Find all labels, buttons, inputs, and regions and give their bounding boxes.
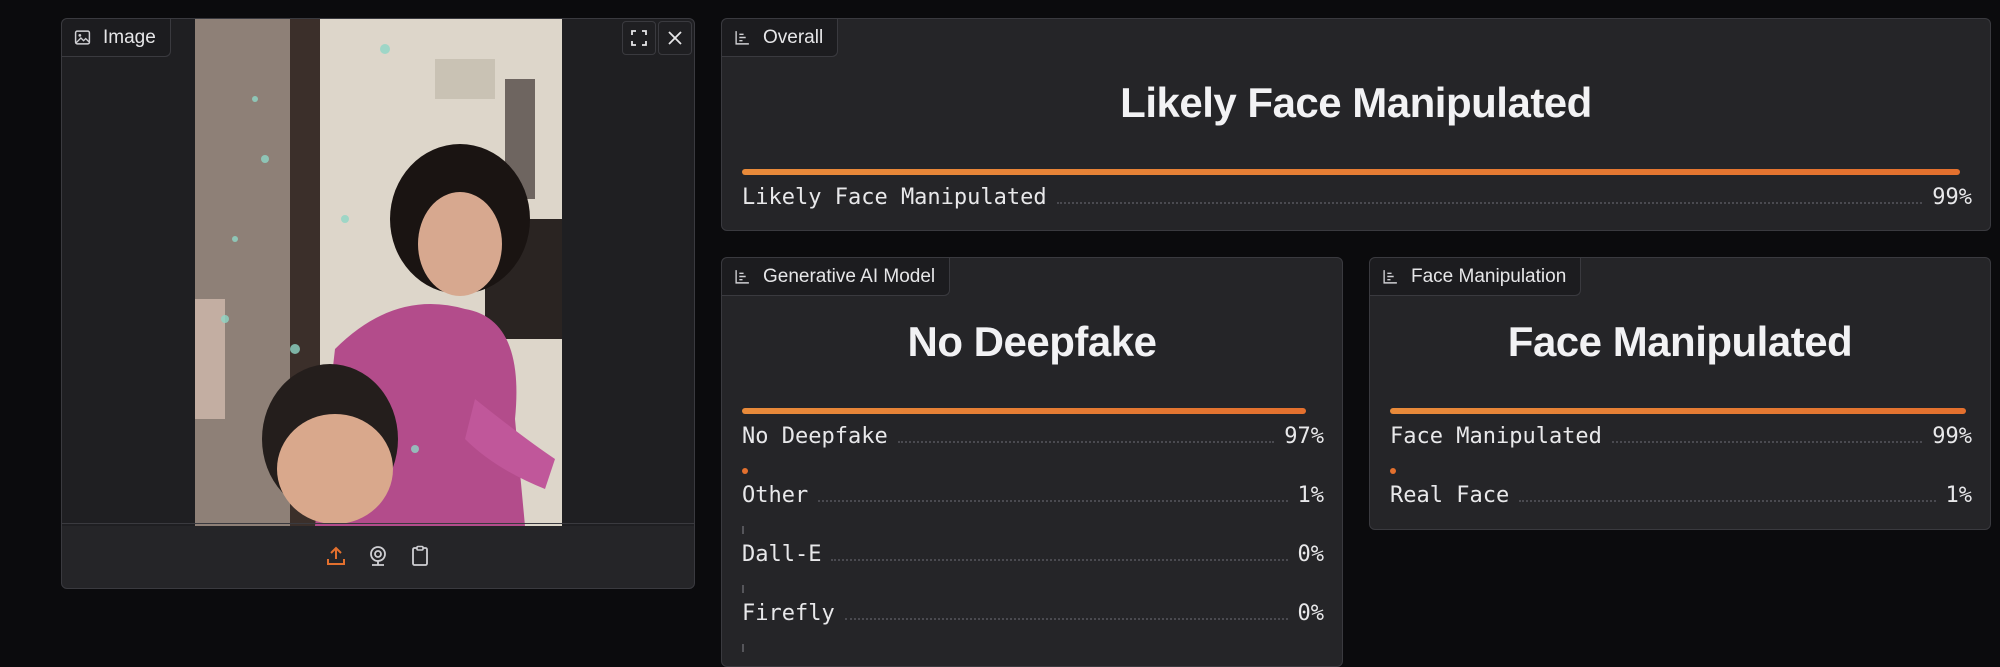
row-label: No Deepfake [742, 424, 888, 449]
close-button[interactable] [658, 21, 692, 55]
leader-dots [831, 559, 1288, 561]
image-preview-area [62, 19, 694, 526]
clipboard-icon [412, 545, 428, 566]
row-label: Dall-E [742, 542, 822, 567]
result-row: Face Manipulated 99% [1390, 424, 1972, 449]
fullscreen-button[interactable] [622, 21, 656, 55]
row-value: 0% [1297, 542, 1325, 567]
row-value: 99% [1932, 424, 1972, 449]
face-manipulated-bar [1390, 408, 1966, 414]
chart-icon [735, 31, 749, 45]
generative-ai-panel: Generative AI Model No Deepfake No Deepf… [721, 257, 1343, 667]
row-label: Firefly [742, 601, 835, 626]
webcam-icon [370, 546, 386, 566]
row-value: 99% [1932, 185, 1972, 210]
image-panel: Image [61, 18, 695, 589]
result-row: Real Face 1% [1390, 483, 1972, 508]
row-value: 1% [1945, 483, 1973, 508]
real-face-bar [1390, 468, 1396, 474]
face-manipulation-panel: Face Manipulation Face Manipulated Face … [1369, 257, 1991, 530]
result-row: Firefly 0% [742, 601, 1324, 626]
upload-button[interactable] [322, 542, 350, 570]
leader-dots [1519, 500, 1936, 502]
image-tab: Image [62, 19, 171, 57]
upload-icon [327, 546, 345, 565]
row-label: Real Face [1390, 483, 1510, 508]
leader-dots [844, 618, 1288, 620]
row-value: 97% [1284, 424, 1324, 449]
close-icon [668, 31, 682, 45]
fullscreen-icon [631, 30, 647, 46]
photo-illustration [195, 19, 562, 526]
overall-tab-label: Overall [763, 26, 824, 48]
overall-panel: Overall Likely Face Manipulated Likely F… [721, 18, 1991, 231]
result-row: No Deepfake 97% [742, 424, 1324, 449]
overall-bar [742, 169, 1960, 175]
image-tab-label: Image [103, 26, 156, 48]
chart-icon [735, 270, 749, 284]
leader-dots [897, 441, 1275, 443]
firefly-bar [742, 585, 744, 593]
face-headline: Face Manipulated [1507, 318, 1853, 365]
overall-headline: Likely Face Manipulated [1120, 79, 1592, 126]
image-source-toolbar [62, 523, 694, 588]
webcam-button[interactable] [364, 542, 392, 570]
leader-dots [818, 500, 1288, 502]
overall-tab: Overall [722, 19, 839, 57]
face-manipulation-tab: Face Manipulation [1370, 258, 1582, 296]
leader-dots [1611, 441, 1923, 443]
row-label: Other [742, 483, 809, 508]
row-value: 0% [1297, 601, 1325, 626]
leader-dots [1056, 202, 1923, 204]
dall-e-bar [742, 526, 744, 534]
overall-row: Likely Face Manipulated 99% [742, 185, 1972, 210]
generative-ai-tab: Generative AI Model [722, 258, 951, 296]
face-manipulation-tab-label: Face Manipulation [1411, 265, 1567, 287]
row-label: Face Manipulated [1390, 424, 1602, 449]
uploaded-image [195, 19, 562, 526]
row-label: Likely Face Manipulated [742, 185, 1047, 210]
next-bar [742, 644, 744, 652]
clipboard-button[interactable] [406, 542, 434, 570]
row-value: 1% [1297, 483, 1325, 508]
no-deepfake-bar [742, 408, 1306, 414]
other-bar [742, 468, 748, 474]
chart-icon [1383, 270, 1397, 284]
result-row: Other 1% [742, 483, 1324, 508]
generative-ai-tab-label: Generative AI Model [763, 265, 936, 287]
image-icon [74, 30, 91, 45]
result-row: Dall-E 0% [742, 542, 1324, 567]
generative-headline: No Deepfake [907, 318, 1157, 365]
